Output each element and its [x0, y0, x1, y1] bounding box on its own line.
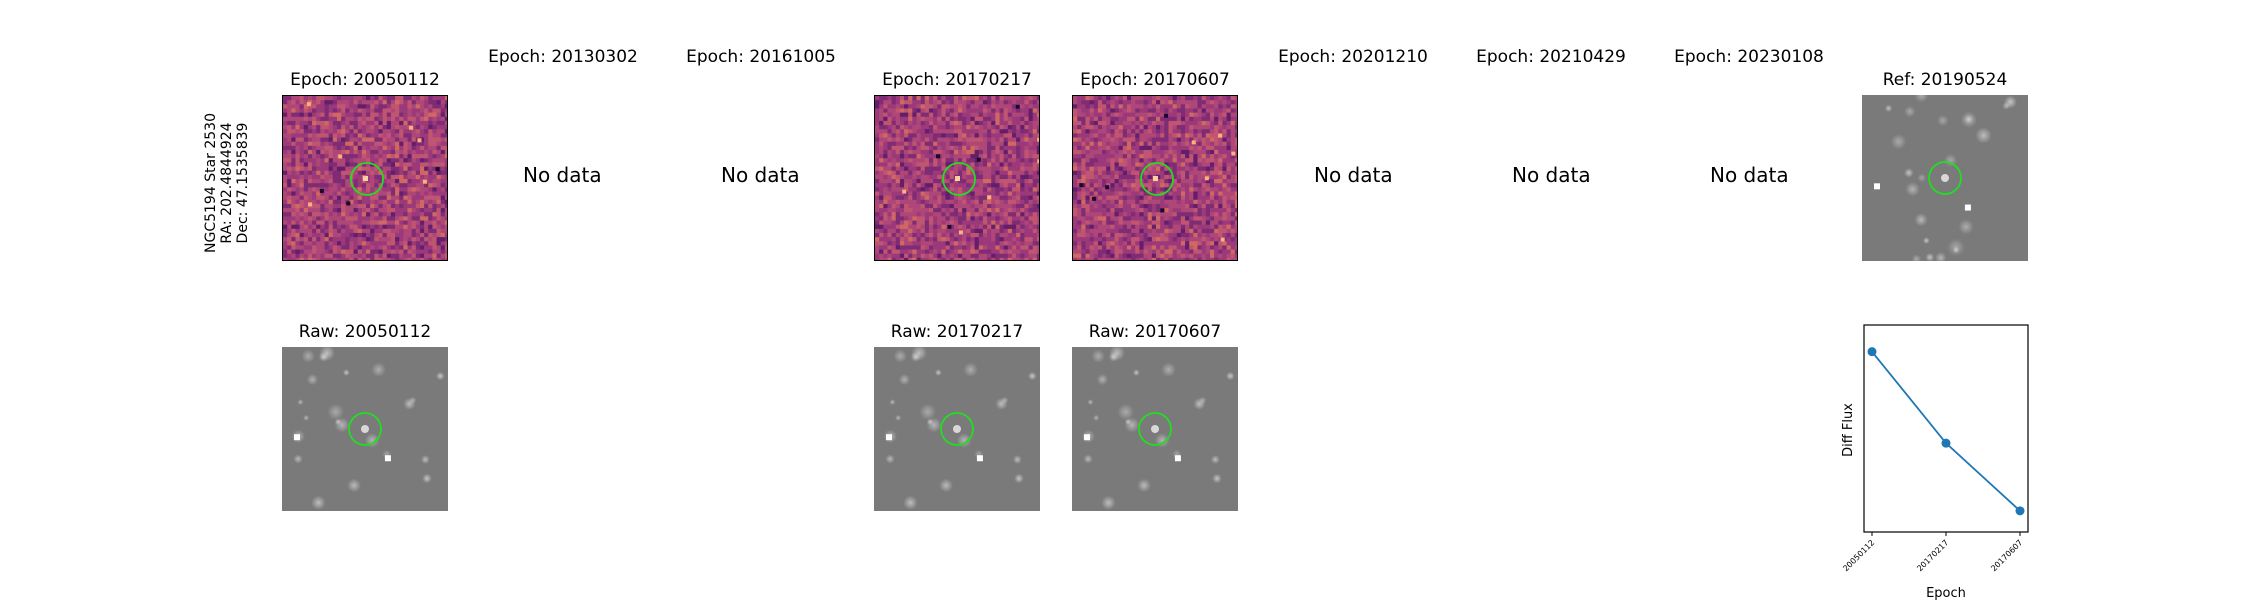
plot-frame	[1863, 324, 2029, 533]
raw-image	[1072, 347, 1238, 511]
flux-point	[1941, 438, 1951, 448]
diff-flux-chart: Diff Flux Epoch 20050112 20170217 20170607	[1840, 315, 2040, 601]
x-axis-label: Epoch	[1926, 586, 1966, 600]
panel-title: Ref: 20190524	[1882, 70, 2008, 90]
star-info-label: NGC5194 Star 2530 RA: 202.4844924 Dec: 4…	[203, 108, 251, 258]
x-tick-label: 20170217	[1915, 538, 1950, 573]
panel-title: Epoch: 20161005	[686, 47, 836, 67]
diff-image	[282, 95, 448, 261]
panel-title: Epoch: 20170217	[882, 70, 1032, 90]
diff-image	[1072, 95, 1238, 261]
star-name: NGC5194 Star 2530	[203, 113, 219, 253]
no-data-text: No data	[721, 163, 800, 187]
star-dec: Dec: 47.1535839	[235, 123, 251, 244]
star-ra: RA: 202.4844924	[219, 122, 235, 243]
no-data-text: No data	[523, 163, 602, 187]
no-data-text: No data	[1314, 163, 1393, 187]
panel-title: Epoch: 20050112	[290, 70, 440, 90]
flux-point	[2015, 506, 2025, 516]
no-data-text: No data	[1710, 163, 1789, 187]
no-data-text: No data	[1512, 163, 1591, 187]
raw-image	[874, 347, 1040, 511]
panel-title: Epoch: 20230108	[1674, 47, 1824, 67]
flux-chart-svg: Diff Flux Epoch 20050112 20170217 20170607	[1841, 324, 2029, 601]
raw-image	[282, 347, 448, 511]
flux-point	[1867, 347, 1877, 357]
x-tick-label: 20050112	[1841, 538, 1876, 573]
panel-title: Raw: 20170217	[890, 322, 1024, 342]
diff-image	[874, 95, 1040, 261]
panel-title: Raw: 20050112	[298, 322, 432, 342]
panel-title: Raw: 20170607	[1088, 322, 1222, 342]
x-tick-label: 20170607	[1989, 538, 2024, 573]
panel-title: Epoch: 20130302	[488, 47, 638, 67]
panel-title: Epoch: 20170607	[1080, 70, 1230, 90]
panel-title: Epoch: 20201210	[1278, 47, 1428, 67]
panel-title: Epoch: 20210429	[1476, 47, 1626, 67]
y-axis-label: Diff Flux	[1841, 403, 1856, 457]
ref-image	[1862, 95, 2028, 261]
